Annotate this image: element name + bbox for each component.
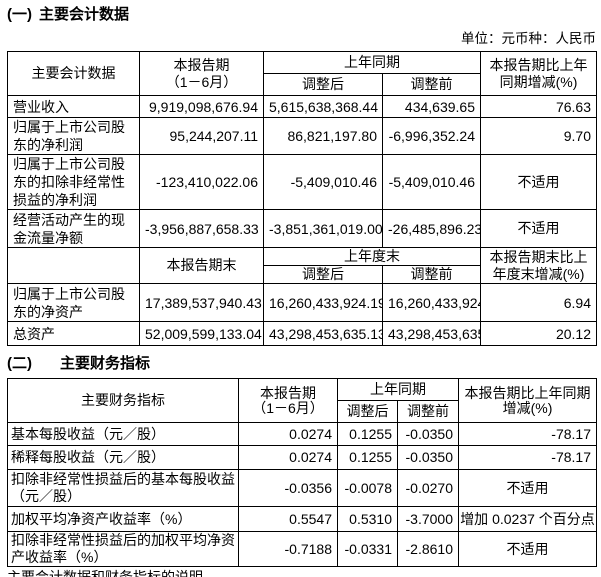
value-adjusted-before: 43,298,453,635.13: [382, 321, 481, 346]
value-current: 0.5547: [238, 506, 338, 532]
value-change: 76.63: [480, 95, 597, 118]
table-row: 基本每股收益（元／股） 0.0274 0.1255 -0.0350 -78.17: [7, 422, 597, 446]
row-label: 稀释每股收益（元／股）: [7, 445, 239, 470]
value-current: -3,956,887,658.33: [139, 209, 264, 248]
table-row: 归属于上市公司股东的扣除非经常性损益的净利润 -123,410,022.06 -…: [7, 154, 597, 210]
accounting-data-table: 主要会计数据 本报告期 （1－6月） 上年同期 本报告期比上年同期增减(%) 调…: [7, 51, 597, 346]
row-label: 归属于上市公司股东的扣除非经常性损益的净利润: [7, 154, 140, 210]
table-row: 归属于上市公司股东的净资产 17,389,537,940.43 16,260,4…: [7, 283, 597, 322]
row-label: 归属于上市公司股东的净利润: [7, 117, 140, 155]
value-adjusted-after: 43,298,453,635.13: [263, 321, 383, 346]
t1-header-change: 本报告期比上年同期增减(%): [480, 51, 597, 96]
value-current: -0.0356: [238, 469, 338, 507]
t1-header-adjusted-after: 调整后: [263, 73, 383, 96]
value-adjusted-after: -5,409,010.46: [263, 154, 383, 210]
value-current: 9,919,098,676.94: [139, 95, 264, 118]
value-adjusted-after: 0.1255: [337, 422, 398, 446]
value-current: 0.0274: [238, 445, 338, 470]
value-adjusted-before: -0.0350: [397, 422, 459, 446]
table-row: 经营活动产生的现金流量净额 -3,956,887,658.33 -3,851,3…: [7, 209, 597, 248]
value-adjusted-before: -3.7000: [397, 506, 459, 532]
value-adjusted-before: -0.0350: [397, 445, 459, 470]
t2-header-current-line1: 本报告期: [260, 384, 316, 401]
t1-header-adjusted-before: 调整前: [382, 73, 481, 96]
value-change: 9.70: [480, 117, 597, 155]
value-adjusted-after: 86,821,197.80: [263, 117, 383, 155]
t2-header-adjusted-before: 调整前: [397, 400, 459, 423]
value-adjusted-before: 434,639.65: [382, 95, 481, 118]
row-label: 加权平均净资产收益率（%）: [7, 506, 239, 532]
value-adjusted-before: 16,260,433,924.19: [382, 283, 481, 322]
table-row: 扣除非经常性损益后的基本每股收益（元／股） -0.0356 -0.0078 -0…: [7, 469, 597, 507]
value-change: 不适用: [480, 154, 597, 210]
t2-header-prior-period: 上年同期: [337, 378, 459, 401]
value-adjusted-after: 0.1255: [337, 445, 398, 470]
table-row: 稀释每股收益（元／股） 0.0274 0.1255 -0.0350 -78.17: [7, 445, 597, 470]
value-adjusted-before: -2.8610: [397, 531, 459, 567]
partially-visible-text-line: 主要会计数据和财务指标的说明: [7, 569, 203, 577]
t1-subheader-prior-year-end: 上年度末: [263, 247, 481, 266]
value-current: 0.0274: [238, 422, 338, 446]
value-change: 不适用: [458, 469, 597, 507]
row-label: 营业收入: [7, 95, 140, 118]
t2-header-current-period: 本报告期 （1－6月）: [238, 378, 338, 423]
section2-label: 主要财务指标: [60, 355, 151, 372]
value-adjusted-before: -6,996,352.24: [382, 117, 481, 155]
row-label: 经营活动产生的现金流量净额: [7, 209, 140, 248]
section2-title: (二) 主要财务指标: [7, 355, 601, 373]
t2-header-change: 本报告期比上年同期增减(%): [458, 378, 597, 423]
value-change: 增加 0.0237 个百分点: [458, 506, 597, 532]
value-change: 不适用: [480, 209, 597, 248]
value-current: 17,389,537,940.43: [139, 283, 264, 322]
value-current: 95,244,207.11: [139, 117, 264, 155]
value-adjusted-after: 16,260,433,924.19: [263, 283, 383, 322]
financial-indicators-table: 主要财务指标 本报告期 （1－6月） 上年同期 本报告期比上年同期增减(%) 调…: [7, 378, 597, 567]
table-row: 归属于上市公司股东的净利润 95,244,207.11 86,821,197.8…: [7, 117, 597, 155]
table-row: 加权平均净资产收益率（%） 0.5547 0.5310 -3.7000 增加 0…: [7, 506, 597, 532]
value-change: 20.12: [480, 321, 597, 346]
value-current: -0.7188: [238, 531, 338, 567]
row-label: 扣除非经常性损益后的基本每股收益（元／股）: [7, 469, 239, 507]
t1-header-main: 主要会计数据: [7, 51, 140, 96]
value-adjusted-before: -5,409,010.46: [382, 154, 481, 210]
row-label: 扣除非经常性损益后的加权平均净资产收益率（%）: [7, 531, 239, 567]
t2-header-adjusted-after: 调整后: [337, 400, 398, 423]
value-adjusted-before: -0.0270: [397, 469, 459, 507]
value-change: -78.17: [458, 445, 597, 470]
value-adjusted-after: 0.5310: [337, 506, 398, 532]
value-change: 6.94: [480, 283, 597, 322]
table-row: 扣除非经常性损益后的加权平均净资产收益率（%） -0.7188 -0.0331 …: [7, 531, 597, 567]
t2-header-main: 主要财务指标: [7, 378, 239, 423]
section1-title: (一) 主要会计数据: [7, 0, 601, 24]
table-row: 总资产 52,009,599,133.04 43,298,453,635.13 …: [7, 321, 597, 346]
t2-header-current-line2: （1－6月）: [252, 399, 324, 416]
row-label: 总资产: [7, 321, 140, 346]
table-row: 营业收入 9,919,098,676.94 5,615,638,368.44 4…: [7, 95, 597, 118]
t1-header-current-period: 本报告期 （1－6月）: [139, 51, 264, 96]
value-change: 不适用: [458, 531, 597, 567]
t1-header-current-line1: 本报告期: [173, 56, 230, 73]
value-adjusted-after: -0.0331: [337, 531, 398, 567]
value-adjusted-before: -26,485,896.23: [382, 209, 481, 248]
t1-subheader-period-end: 本报告期末: [139, 247, 264, 284]
section2-prefix: (二): [7, 355, 32, 372]
t1-subheader-adjusted-after: 调整后: [263, 265, 383, 284]
value-adjusted-after: -0.0078: [337, 469, 398, 507]
value-current: 52,009,599,133.04: [139, 321, 264, 346]
t1-header-prior-period: 上年同期: [263, 51, 481, 74]
value-change: -78.17: [458, 422, 597, 446]
value-current: -123,410,022.06: [139, 154, 264, 210]
t1-header-current-line2: （1－6月）: [165, 73, 238, 90]
row-label: 归属于上市公司股东的净资产: [7, 283, 140, 322]
row-label: 基本每股收益（元／股）: [7, 422, 239, 446]
section1-prefix: (一): [7, 6, 32, 23]
section1-label: 主要会计数据: [39, 6, 130, 23]
unit-note: 单位：元币种：人民币: [461, 31, 596, 46]
t1-subheader-empty-cell: [7, 247, 140, 284]
t1-subheader-adjusted-before: 调整前: [382, 265, 481, 284]
t1-subheader-change: 本报告期末比上年度末增减(%): [480, 247, 597, 284]
value-adjusted-after: 5,615,638,368.44: [263, 95, 383, 118]
value-adjusted-after: -3,851,361,019.00: [263, 209, 383, 248]
